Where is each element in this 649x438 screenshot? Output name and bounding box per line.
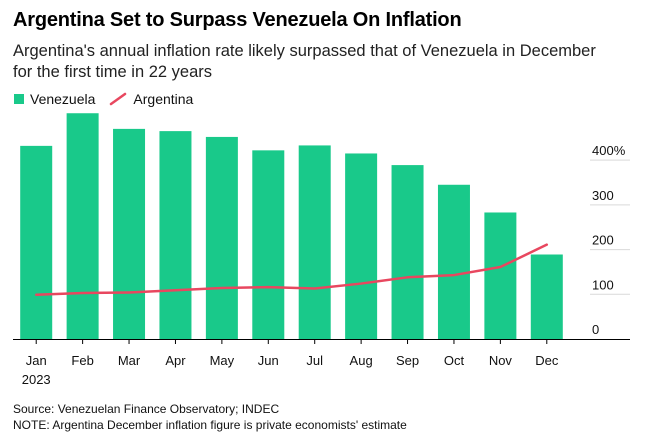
footnote: NOTE: Argentina December inflation figur…: [13, 418, 407, 432]
y-tick-label: 0: [592, 322, 599, 337]
x-tick-label: Jan: [26, 353, 47, 368]
bar-venezuela: [252, 150, 285, 339]
y-tick-label: 100: [592, 277, 614, 292]
bar-venezuela: [345, 153, 378, 339]
legend-swatch-argentina: [110, 92, 127, 106]
x-tick-label: May: [210, 353, 235, 368]
x-tick-label: Feb: [71, 353, 93, 368]
bar-venezuela: [66, 113, 99, 339]
y-tick-label: 400%: [592, 143, 626, 158]
legend-swatch-venezuela: [14, 94, 24, 104]
y-tick-label: 300: [592, 188, 614, 203]
legend: Venezuela Argentina: [14, 91, 207, 107]
bar-venezuela: [530, 254, 563, 339]
legend-item-argentina: Argentina: [109, 91, 193, 107]
chart-title: Argentina Set to Surpass Venezuela On In…: [13, 9, 462, 31]
source-note: Source: Venezuelan Finance Observatory; …: [13, 402, 280, 416]
x-tick-label: Jun: [258, 353, 279, 368]
bar-venezuela: [391, 165, 424, 339]
x-tick-label: Apr: [165, 353, 186, 368]
bar-venezuela: [298, 145, 331, 339]
bar-venezuela: [113, 128, 146, 339]
x-tick-label: Aug: [350, 353, 373, 368]
x-tick-label: Jul: [306, 353, 323, 368]
x-tick-label: Nov: [489, 353, 513, 368]
bar-venezuela: [437, 184, 470, 339]
x-tick-label: Mar: [118, 353, 141, 368]
legend-label-argentina: Argentina: [133, 91, 194, 107]
line-argentina: [34, 243, 549, 296]
x-tick-label: Oct: [444, 353, 465, 368]
x-tick-label: Dec: [535, 353, 559, 368]
y-tick-label: 200: [592, 233, 614, 248]
bar-venezuela: [20, 145, 53, 339]
chart-subtitle: Argentina's annual inflation rate likely…: [13, 42, 596, 81]
bar-venezuela: [159, 131, 192, 339]
bar-venezuela: [205, 136, 238, 339]
bar-venezuela: [484, 212, 517, 339]
legend-label-venezuela: Venezuela: [30, 91, 96, 107]
legend-item-venezuela: Venezuela: [14, 91, 95, 107]
x-year-label: 2023: [22, 372, 51, 387]
x-tick-label: Sep: [396, 353, 419, 368]
